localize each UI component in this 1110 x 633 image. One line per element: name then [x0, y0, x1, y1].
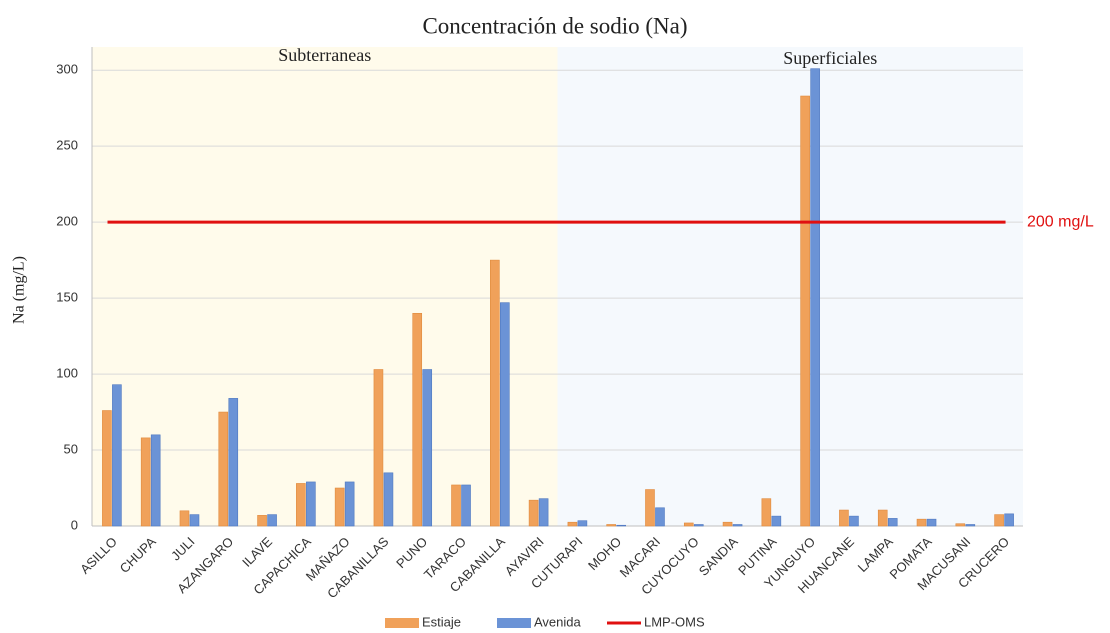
bar — [722, 521, 733, 527]
bar — [994, 514, 1004, 527]
x-tick-label: PUNO — [393, 534, 430, 571]
bar — [1004, 513, 1014, 527]
bar — [412, 312, 423, 527]
bar — [179, 510, 190, 527]
region-label: Superficiales — [783, 48, 877, 68]
bar — [150, 434, 161, 527]
legend-swatch — [385, 618, 419, 628]
bar — [296, 483, 306, 527]
bar — [112, 384, 122, 527]
y-axis-label: Na (mg/L) — [11, 256, 28, 324]
bar — [849, 515, 859, 527]
bar — [887, 518, 898, 527]
bar — [344, 481, 355, 527]
region-background — [557, 47, 1023, 526]
bar — [683, 522, 694, 527]
bar — [267, 514, 277, 527]
bar — [189, 514, 200, 527]
bar — [228, 398, 239, 527]
region-background — [92, 47, 558, 526]
bar — [461, 484, 471, 527]
bar — [102, 410, 112, 527]
x-tick-label: SANDIA — [696, 534, 741, 579]
bar — [500, 302, 510, 527]
bar — [616, 524, 626, 527]
y-tick-label: 150 — [56, 290, 78, 305]
bar — [567, 521, 578, 527]
bar — [693, 524, 704, 527]
bar — [451, 484, 461, 527]
bar — [877, 509, 888, 527]
bar — [577, 520, 588, 527]
y-tick-label: 300 — [56, 62, 78, 77]
bar — [373, 369, 384, 527]
bar — [955, 523, 966, 527]
chart-title: Concentración de sodio (Na) — [422, 13, 687, 38]
legend-swatch — [497, 618, 531, 628]
bar — [383, 472, 394, 527]
bar — [800, 95, 810, 527]
y-tick-label: 50 — [64, 441, 78, 456]
bar — [257, 515, 267, 527]
y-tick-label: 0 — [71, 517, 78, 532]
legend-label: LMP-OMS — [644, 614, 705, 629]
bar — [528, 499, 539, 527]
x-tick-label: ILAVE — [239, 534, 275, 570]
bar — [732, 524, 743, 527]
legend-label: Avenida — [534, 614, 582, 629]
bar — [334, 487, 345, 527]
bar — [771, 515, 782, 527]
bar — [645, 489, 655, 527]
bar — [490, 259, 500, 527]
x-tick-label: CHUPA — [117, 534, 159, 576]
bar — [810, 68, 820, 527]
bar — [655, 507, 665, 527]
bar — [916, 518, 927, 527]
legend-label: Estiaje — [422, 614, 461, 629]
bar — [926, 518, 937, 527]
bar — [839, 509, 849, 527]
bar — [306, 481, 316, 527]
y-tick-label: 100 — [56, 366, 78, 381]
x-tick-label: JULI — [168, 534, 198, 564]
bar — [140, 437, 151, 527]
x-tick-label: ASILLO — [77, 534, 120, 577]
bar — [538, 498, 549, 527]
region-label: Subterraneas — [278, 45, 371, 65]
bar — [761, 498, 772, 527]
threshold-label: 200 mg/L — [1027, 213, 1094, 230]
y-tick-label: 250 — [56, 138, 78, 153]
bar — [218, 411, 229, 527]
bar — [606, 524, 616, 527]
bar — [422, 369, 433, 527]
y-tick-label: 200 — [56, 214, 78, 229]
bar — [965, 524, 976, 527]
